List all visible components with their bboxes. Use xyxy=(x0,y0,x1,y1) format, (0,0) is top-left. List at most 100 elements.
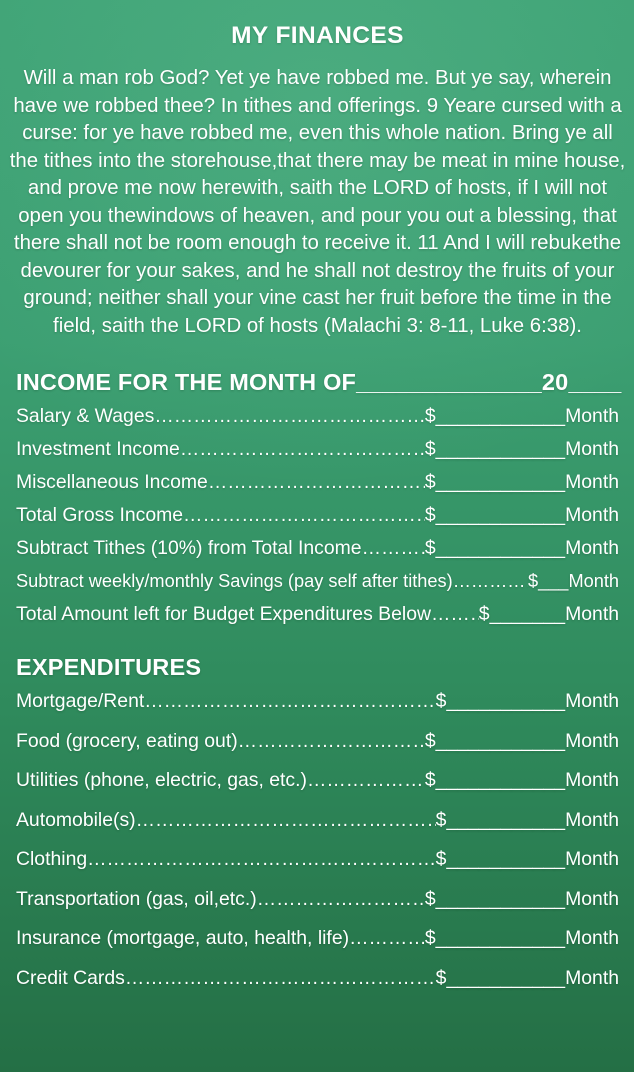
row-label: Mortgage/Rent xyxy=(16,690,145,713)
income-row-subtract-tithes: Subtract Tithes (10%) from Total Income…… xyxy=(16,538,619,559)
row-label: Credit Cards xyxy=(16,966,125,989)
row-label: Food (grocery, eating out) xyxy=(16,729,238,752)
row-label: Automobile(s) xyxy=(16,808,136,831)
income-section-heading: INCOME FOR THE MONTH OF______________20_… xyxy=(16,369,622,396)
row-label: Insurance (mortgage, auto, health, life) xyxy=(16,927,350,950)
expenditure-row-utilities: Utilities (phone, electric, gas, etc.)……… xyxy=(16,770,619,791)
row-label: Investment Income xyxy=(16,438,180,461)
currency-symbol: $ xyxy=(527,571,539,592)
amount-blank-line: ____________ xyxy=(435,769,566,792)
unit-label: Month xyxy=(565,405,619,428)
year-prefix: 20 xyxy=(541,369,569,396)
expenditure-row-automobiles: Automobile(s)………………………………………………………………………… xyxy=(16,808,619,831)
row-label: Salary & Wages xyxy=(16,405,155,428)
amount-blank-line: ____________ xyxy=(435,887,566,910)
unit-label: Month xyxy=(565,537,619,560)
dot-leader: ………………………………………………………………………………………… xyxy=(256,888,425,910)
unit-label: Month xyxy=(565,603,619,626)
expenditures-section-heading: EXPENDITURES xyxy=(16,654,202,681)
dot-leader: ………………………………………………………………………………………… xyxy=(87,849,436,871)
dot-leader: ………………………………………………………………………………………… xyxy=(124,967,436,989)
amount-blank-line: ____________ xyxy=(435,471,566,494)
currency-symbol: $ xyxy=(435,690,447,713)
unit-label: Month xyxy=(565,504,619,527)
expenditure-row-clothing: Clothing……………………………………………………………………………………… xyxy=(16,849,619,870)
year-blank-line: ____ xyxy=(568,369,622,396)
expenditure-row-mortgage-rent: Mortgage/Rent………………………………………………………………………… xyxy=(16,691,619,712)
dot-leader: ………………………………………………………………………………………… xyxy=(431,604,479,626)
unit-label: Month xyxy=(565,966,619,989)
dot-leader: ………………………………………………………………………………………… xyxy=(207,472,425,494)
income-row-total-left-for-budget: Total Amount left for Budget Expenditure… xyxy=(16,604,619,625)
expenditure-rows: Mortgage/Rent………………………………………………………………………… xyxy=(16,691,619,989)
amount-blank-line: ____________ xyxy=(435,438,566,461)
unit-label: Month xyxy=(565,927,619,950)
row-label: Subtract weekly/monthly Savings (pay sel… xyxy=(16,571,453,592)
currency-symbol: $ xyxy=(424,537,436,560)
income-row-subtract-savings: Subtract weekly/monthly Savings (pay sel… xyxy=(16,571,619,592)
unit-label: Month xyxy=(565,848,619,871)
unit-label: Month xyxy=(565,729,619,752)
currency-symbol: $ xyxy=(435,848,447,871)
unit-label: Month xyxy=(565,471,619,494)
income-row-investment-income: Investment Income……………………………………………………………… xyxy=(16,439,619,460)
dot-leader: ………………………………………………………………………………………… xyxy=(349,928,425,950)
income-row-salary-wages: Salary & Wages……………………………………………………………………… xyxy=(16,406,619,427)
amount-blank-line: ___________ xyxy=(446,690,566,713)
unit-label: Month xyxy=(565,769,619,792)
currency-symbol: $ xyxy=(424,887,436,910)
dot-leader: ………………………………………………………………………………………… xyxy=(452,571,528,592)
currency-symbol: $ xyxy=(424,729,436,752)
income-row-total-gross-income: Total Gross Income…………………………………………………………… xyxy=(16,505,619,526)
currency-symbol: $ xyxy=(424,471,436,494)
dot-leader: ………………………………………………………………………………………… xyxy=(183,505,425,527)
unit-label: Month xyxy=(568,571,619,592)
amount-blank-line: ____________ xyxy=(435,504,566,527)
expenditure-row-insurance: Insurance (mortgage, auto, health, life)… xyxy=(16,928,619,949)
row-label: Clothing xyxy=(16,848,88,871)
page-title: MY FINANCES xyxy=(231,22,404,49)
dot-leader: ………………………………………………………………………………………… xyxy=(361,538,425,560)
expenditure-row-credit-cards: Credit Cards…………………………………………………………………………… xyxy=(16,966,619,989)
amount-blank-line: ___ xyxy=(538,571,569,592)
currency-symbol: $ xyxy=(435,808,447,831)
row-label: Miscellaneous Income xyxy=(16,471,208,494)
row-label: Total Gross Income xyxy=(16,504,184,527)
row-label: Utilities (phone, electric, gas, etc.) xyxy=(16,769,307,792)
amount-blank-line: ____________ xyxy=(435,729,566,752)
expenditure-row-food: Food (grocery, eating out)……………………………………… xyxy=(16,729,619,752)
dot-leader: ………………………………………………………………………………………… xyxy=(135,809,436,831)
income-heading-text: INCOME FOR THE MONTH OF xyxy=(16,369,357,396)
amount-blank-line: ____________ xyxy=(435,405,566,428)
amount-blank-line: ___________ xyxy=(446,808,566,831)
currency-symbol: $ xyxy=(478,603,490,626)
amount-blank-line: ___________ xyxy=(446,966,566,989)
income-row-miscellaneous-income: Miscellaneous Income……………………………………………………… xyxy=(16,472,619,493)
currency-symbol: $ xyxy=(424,405,436,428)
amount-blank-line: _______ xyxy=(489,603,566,626)
unit-label: Month xyxy=(565,438,619,461)
amount-blank-line: ____________ xyxy=(435,927,566,950)
dot-leader: ………………………………………………………………………………………… xyxy=(179,439,425,461)
currency-symbol: $ xyxy=(424,504,436,527)
row-label: Subtract Tithes (10%) from Total Income xyxy=(16,537,362,560)
currency-symbol: $ xyxy=(435,966,447,989)
dot-leader: ………………………………………………………………………………………… xyxy=(237,730,425,752)
dot-leader: ………………………………………………………………………………………… xyxy=(306,770,425,792)
finance-flyer: MY FINANCES Will a man rob God? Yet ye h… xyxy=(0,22,634,989)
dot-leader: ………………………………………………………………………………………… xyxy=(144,691,436,713)
income-rows: Salary & Wages……………………………………………………………………… xyxy=(16,406,619,625)
unit-label: Month xyxy=(565,808,619,831)
currency-symbol: $ xyxy=(424,438,436,461)
amount-blank-line: ____________ xyxy=(435,537,566,560)
scripture-text: Will a man rob God? Yet ye have robbed m… xyxy=(9,67,626,337)
expenditure-row-transportation: Transportation (gas, oil,etc.)…………………………… xyxy=(16,887,619,910)
month-blank-line: ______________ xyxy=(356,369,542,396)
amount-blank-line: ___________ xyxy=(446,848,566,871)
dot-leader: ………………………………………………………………………………………… xyxy=(154,406,425,428)
currency-symbol: $ xyxy=(424,769,436,792)
unit-label: Month xyxy=(565,690,619,713)
currency-symbol: $ xyxy=(424,927,436,950)
unit-label: Month xyxy=(565,887,619,910)
row-label: Total Amount left for Budget Expenditure… xyxy=(16,603,431,626)
